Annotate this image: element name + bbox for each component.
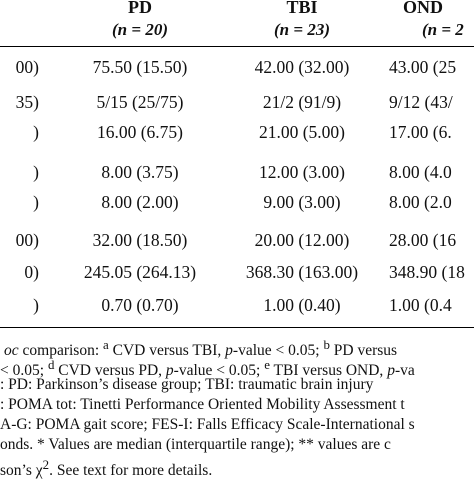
ond-cell: 8.00 (4.0	[389, 162, 452, 182]
footnote-line: < 0.05; d CVD versus PD, p-value < 0.05;…	[0, 355, 415, 381]
footnote-marker: b	[323, 337, 330, 352]
footnote-text: oc	[4, 342, 19, 360]
pd-cell: 8.00 (3.75)	[101, 162, 179, 182]
footnote-text: p	[165, 362, 174, 380]
footnote-text: CVD versus PD,	[54, 362, 166, 380]
footnote-line: oc comparison: a CVD versus TBI, p-value…	[4, 335, 397, 361]
row-label-cell: )	[33, 122, 39, 142]
footnote-text: -va	[394, 362, 415, 380]
footnote-line: : POMA tot: Tinetti Performance Oriented…	[0, 396, 405, 413]
ond-cell: 9/12 (43/	[389, 92, 453, 112]
tbi-cell: 1.00 (0.40)	[263, 295, 341, 315]
footnote-text: . See text for more details.	[49, 462, 213, 480]
ond-cell: 43.00 (25	[389, 57, 457, 77]
tbi-cell: 21.00 (5.00)	[258, 122, 346, 142]
pd-cell: 0.70 (0.70)	[101, 295, 179, 315]
ond-cell: 17.00 (6.	[389, 122, 452, 142]
column-n-pd: (n = 20)	[112, 20, 168, 39]
pd-cell: 5/15 (25/75)	[96, 92, 184, 112]
footnote-marker: a	[103, 337, 109, 352]
row-label-cell: 00)	[15, 57, 39, 77]
tbi-cell: 12.00 (3.00)	[258, 162, 346, 182]
column-header-pd: PD	[128, 0, 152, 17]
pd-cell: 75.50 (15.50)	[92, 57, 188, 77]
footnote-marker: d	[47, 357, 55, 372]
footnote-text: p	[387, 362, 395, 380]
pd-cell: 245.05 (264.13)	[83, 262, 197, 282]
tbi-cell: 20.00 (12.00)	[254, 230, 350, 250]
footnote-text: son’s χ	[0, 462, 43, 480]
row-label-cell: 00)	[15, 230, 39, 250]
ond-cell: 1.00 (0.4	[389, 295, 452, 315]
footnote-line: : PD: Parkinson’s disease group; TBI: tr…	[0, 376, 374, 393]
footnote-text: -value < 0.05;	[173, 362, 265, 380]
footnote-text: TBI versus OND,	[269, 362, 388, 380]
pd-cell: 16.00 (6.75)	[96, 122, 184, 142]
column-header-tbi: TBI	[286, 0, 318, 17]
tbi-cell: 42.00 (32.00)	[254, 57, 350, 77]
footnote-line: A-G: POMA gait score; FES-I: Falls Effic…	[0, 416, 415, 433]
column-n-ond: (n = 2	[422, 20, 464, 39]
footnote-text: comparison:	[18, 342, 104, 360]
ond-cell: 28.00 (16	[389, 230, 457, 250]
footnote-text: < 0.05;	[0, 362, 48, 380]
pd-cell: 32.00 (18.50)	[92, 230, 188, 250]
footnote-marker: e	[264, 357, 270, 372]
row-label-cell: )	[33, 295, 39, 315]
footnote-line: son’s χ2. See text for more details.	[0, 455, 212, 481]
pd-cell: 8.00 (2.00)	[101, 192, 179, 212]
tbi-cell: 368.30 (163.00)	[245, 262, 359, 282]
header-rule	[0, 46, 474, 47]
ond-cell: 8.00 (2.0	[389, 192, 452, 212]
footnote-text: PD versus	[329, 342, 398, 360]
row-label-cell: 35)	[15, 92, 39, 112]
footnote-text: CVD versus TBI,	[108, 342, 226, 360]
footnote-line: onds. * Values are median (interquartile…	[0, 436, 391, 453]
footnote-text: -value < 0.05;	[232, 342, 324, 360]
ond-cell: 348.90 (18	[389, 262, 465, 282]
tbi-cell: 21/2 (91/9)	[262, 92, 342, 112]
column-header-ond: OND	[403, 0, 443, 17]
footnote-text: p	[225, 342, 233, 360]
row-label-cell: )	[33, 162, 39, 182]
footnote-marker: 2	[42, 457, 50, 472]
row-label-cell: 0)	[24, 262, 39, 282]
bottom-rule	[0, 327, 474, 328]
tbi-cell: 9.00 (3.00)	[263, 192, 341, 212]
row-label-cell: )	[33, 192, 39, 212]
column-n-tbi: (n = 23)	[274, 20, 330, 39]
